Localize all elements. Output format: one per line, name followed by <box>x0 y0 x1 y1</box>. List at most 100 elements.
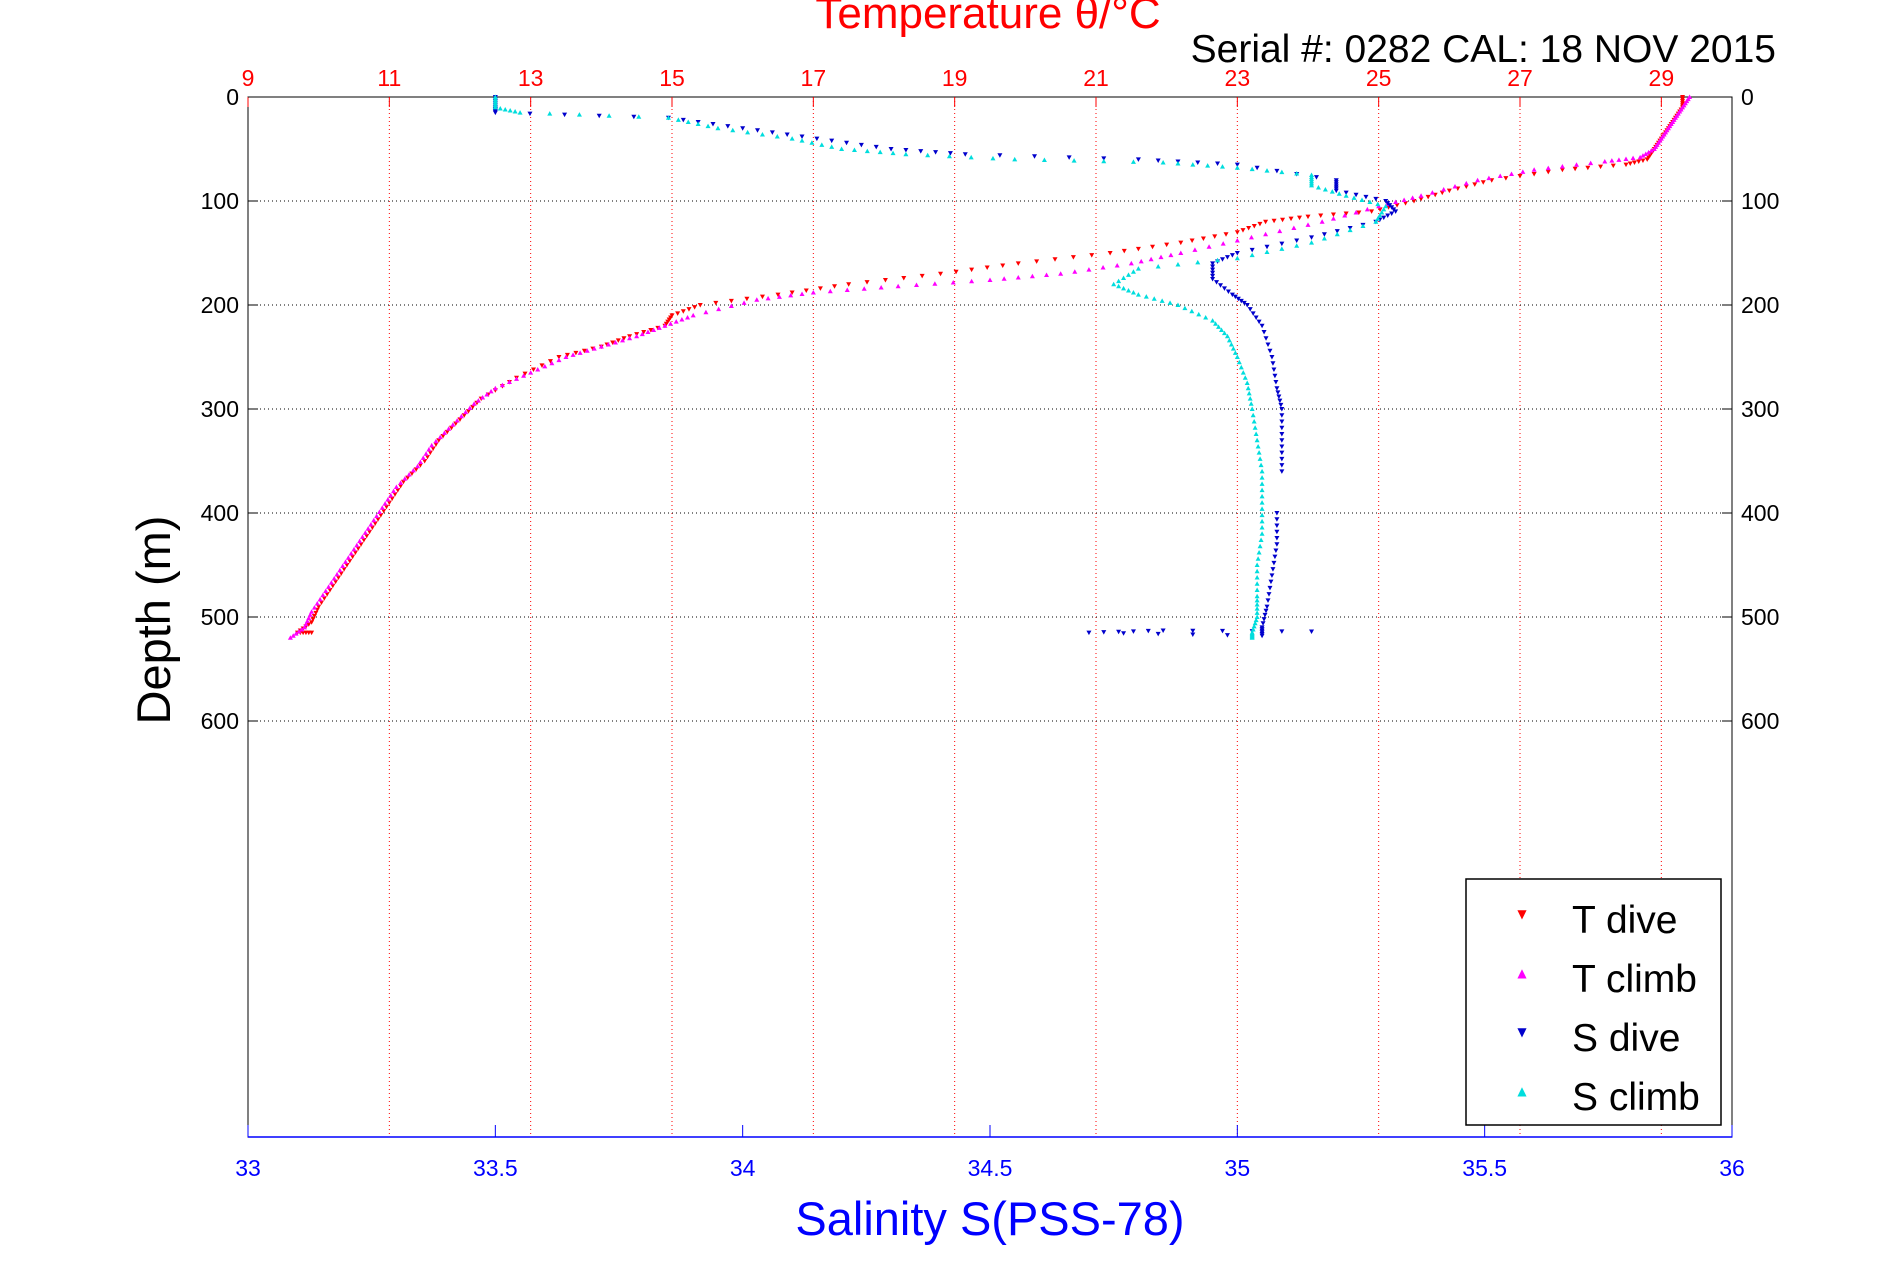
data-point <box>1463 180 1469 186</box>
data-point <box>422 459 428 464</box>
data-point <box>1640 158 1646 163</box>
depth-tick-label-left: 100 <box>201 188 239 214</box>
data-point <box>1394 203 1400 208</box>
data-point <box>1330 212 1336 218</box>
data-point <box>1279 469 1285 474</box>
data-point <box>1143 294 1149 299</box>
temperature-tick-label: 27 <box>1507 65 1533 91</box>
data-point <box>1375 216 1381 221</box>
data-point <box>1130 159 1136 164</box>
data-point <box>347 558 353 564</box>
data-point <box>465 409 471 414</box>
data-point <box>1279 438 1285 443</box>
data-point <box>1225 289 1231 294</box>
data-point <box>631 114 637 120</box>
data-point <box>1234 255 1240 261</box>
data-point <box>775 292 781 298</box>
data-point <box>1248 401 1254 406</box>
data-point <box>1232 294 1238 300</box>
data-point <box>444 429 450 435</box>
data-point <box>1158 254 1164 260</box>
data-point <box>492 385 498 391</box>
data-point <box>606 113 612 118</box>
data-point <box>1279 463 1285 468</box>
data-point <box>1238 298 1244 304</box>
data-point <box>1259 518 1265 524</box>
data-point <box>1271 218 1277 224</box>
data-point <box>1220 241 1226 246</box>
data-point <box>371 517 377 523</box>
data-point <box>969 278 975 284</box>
data-point <box>352 550 358 556</box>
data-point <box>1072 269 1078 274</box>
data-point <box>685 314 691 320</box>
data-point <box>1319 219 1325 224</box>
data-point <box>1236 359 1242 365</box>
data-point <box>507 108 513 113</box>
data-point <box>1531 167 1537 172</box>
data-point <box>690 312 696 318</box>
data-point <box>1150 244 1156 250</box>
data-point <box>713 300 719 306</box>
data-point <box>715 125 721 131</box>
data-point <box>1259 493 1265 499</box>
depth-tick-label-left: 600 <box>201 708 239 734</box>
data-point <box>1107 251 1113 256</box>
data-point <box>1270 567 1276 572</box>
data-point <box>1246 226 1252 231</box>
data-point <box>1210 264 1216 270</box>
data-point <box>1219 257 1225 262</box>
data-point <box>1631 160 1637 166</box>
data-point <box>528 370 534 375</box>
data-point <box>1279 431 1285 437</box>
data-point <box>1351 195 1357 200</box>
data-point <box>1192 247 1198 252</box>
data-point <box>1280 217 1286 223</box>
data-point <box>326 584 332 589</box>
data-point <box>1347 227 1353 233</box>
data-point <box>1279 413 1285 418</box>
data-point <box>337 567 343 573</box>
data-point <box>1602 158 1608 164</box>
data-point <box>323 588 329 593</box>
data-point <box>449 425 455 431</box>
data-point <box>1210 270 1216 276</box>
data-point <box>648 327 654 333</box>
data-point <box>686 307 692 312</box>
data-point <box>1240 228 1246 233</box>
temperature-tick-label: 25 <box>1366 65 1392 91</box>
data-point <box>1215 161 1221 167</box>
data-point <box>788 292 794 298</box>
data-point <box>1151 296 1157 301</box>
data-point <box>402 476 408 481</box>
data-point <box>364 533 370 539</box>
data-point <box>576 112 582 117</box>
data-point <box>1377 213 1383 218</box>
data-point <box>1145 628 1151 634</box>
data-point <box>918 149 924 154</box>
data-point <box>697 303 703 308</box>
data-point <box>1189 308 1195 314</box>
temperature-tick-label: 13 <box>518 65 544 91</box>
data-point <box>1032 154 1038 159</box>
data-point <box>1221 330 1227 336</box>
data-point <box>1244 380 1250 385</box>
data-point <box>1254 581 1260 586</box>
data-point <box>570 352 576 357</box>
data-point <box>1610 163 1616 169</box>
data-point <box>1263 231 1269 237</box>
data-point <box>317 596 323 602</box>
data-point <box>1254 610 1260 615</box>
data-point <box>556 355 562 360</box>
data-point <box>987 277 993 283</box>
data-point <box>1279 444 1285 449</box>
data-point <box>1315 184 1321 190</box>
data-point <box>673 319 679 324</box>
data-point <box>968 154 974 160</box>
data-point <box>506 379 512 384</box>
temperature-tick-label: 29 <box>1649 65 1675 91</box>
data-point <box>1015 261 1021 266</box>
data-point <box>413 467 419 472</box>
data-point <box>1182 305 1188 311</box>
data-point <box>1330 216 1336 221</box>
